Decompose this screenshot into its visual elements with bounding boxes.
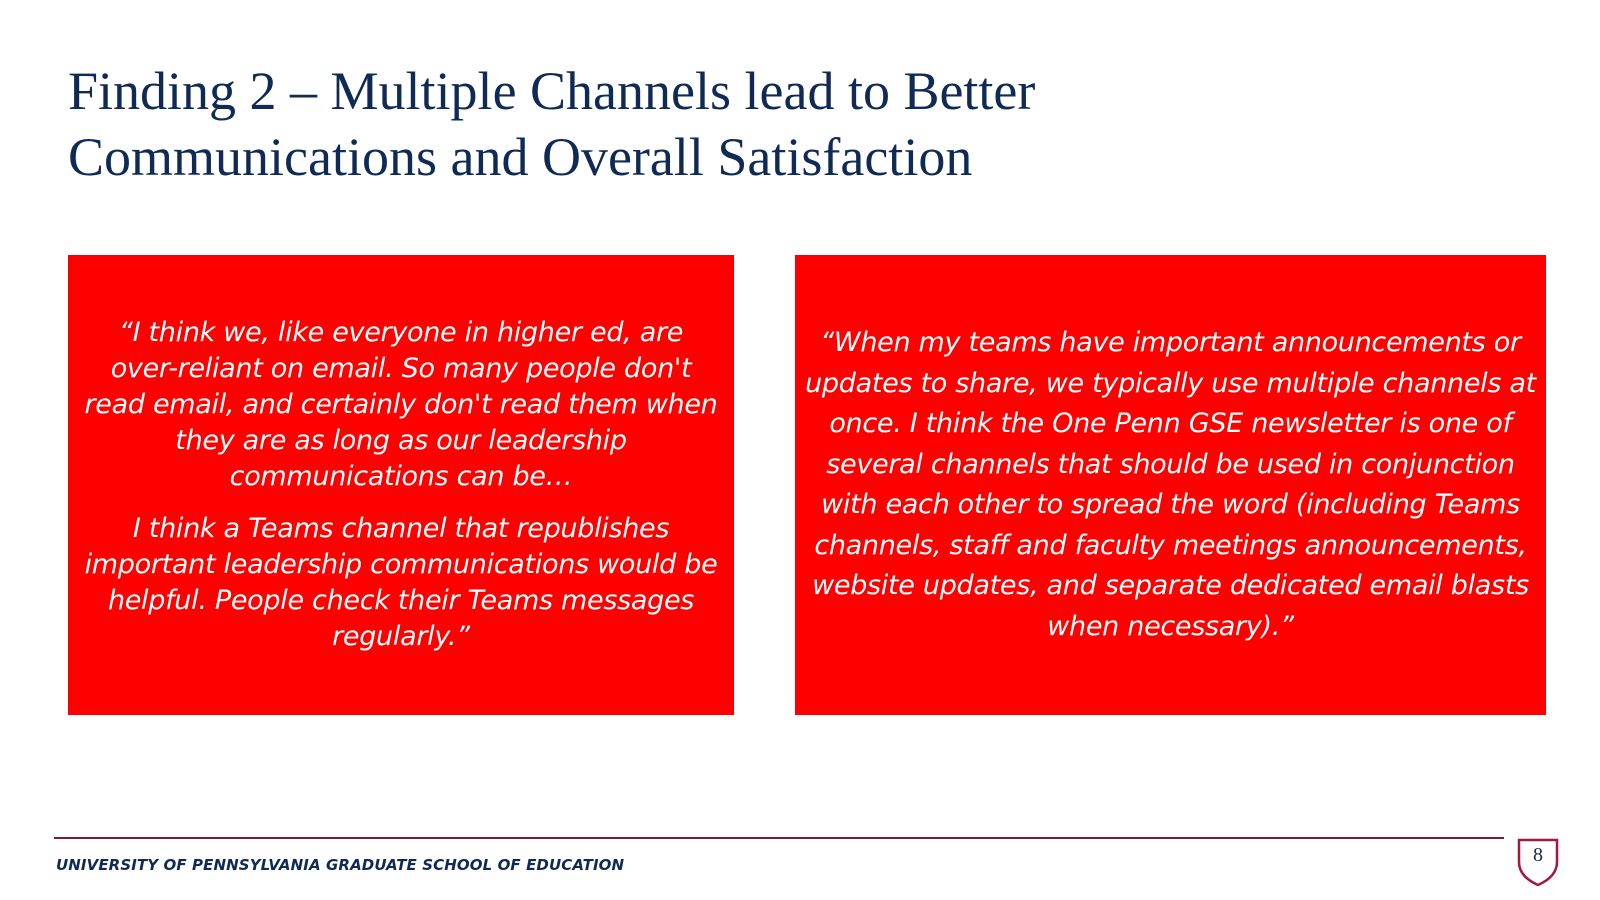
quote-box-left: “I think we, like everyone in higher ed,… <box>68 255 734 715</box>
slide-title-line-2: Communications and Overall Satisfaction <box>68 127 973 187</box>
slide-title: Finding 2 – Multiple Channels lead to Be… <box>68 58 1468 190</box>
quote-left-text: “I think we, like everyone in higher ed,… <box>82 315 720 655</box>
quote-box-right: “When my teams have important announceme… <box>795 255 1546 715</box>
quote-left-paragraph-2: I think a Teams channel that republishes… <box>84 513 718 652</box>
slide-title-line-1: Finding 2 – Multiple Channels lead to Be… <box>68 61 1036 121</box>
penn-shield-icon: 8 <box>1516 838 1560 886</box>
shield-outline <box>1517 838 1559 886</box>
quote-right-text: “When my teams have important announceme… <box>805 327 1536 642</box>
quote-left-paragraph-1: “I think we, like everyone in higher ed,… <box>84 317 718 492</box>
footer-institution: UNIVERSITY OF PENNSYLVANIA GRADUATE SCHO… <box>56 856 625 874</box>
footer-divider <box>54 837 1504 839</box>
page-number: 8 <box>1533 844 1543 866</box>
